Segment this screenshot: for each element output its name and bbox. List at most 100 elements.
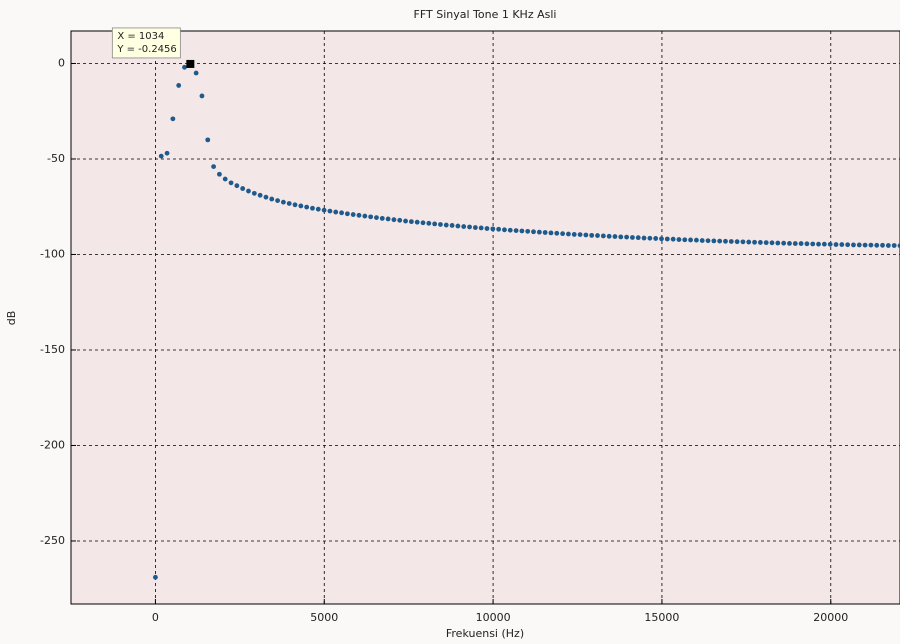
data-point (321, 207, 327, 213)
data-point (182, 64, 187, 70)
data-point (711, 238, 717, 244)
data-point (752, 239, 757, 245)
data-point (397, 217, 403, 223)
data-point (217, 171, 222, 177)
data-point (763, 240, 769, 246)
data-point (286, 201, 292, 206)
data-point (600, 233, 606, 239)
data-point (653, 236, 659, 241)
datatip-text: X = 1034 (117, 31, 164, 42)
x-tick-label: 20000 (813, 611, 848, 624)
data-point (705, 238, 711, 244)
data-point (408, 219, 414, 225)
x-axis-label: Frekuensi (Hz) (446, 627, 524, 640)
data-point (211, 164, 217, 170)
data-point (577, 232, 583, 238)
data-point (414, 219, 420, 225)
data-point (379, 215, 385, 221)
data-point (461, 224, 467, 229)
data-point (827, 241, 833, 247)
data-point (298, 203, 304, 209)
data-point (368, 214, 374, 220)
data-point (257, 192, 263, 198)
x-tick-label: 5000 (310, 611, 338, 624)
data-point (862, 242, 868, 248)
data-point (798, 241, 804, 246)
data-point (170, 116, 176, 122)
data-point (333, 209, 339, 215)
datatip-box (111, 27, 181, 59)
data-point (228, 180, 234, 186)
data-point (612, 234, 618, 239)
data-point (833, 242, 839, 247)
data-point (630, 235, 635, 240)
data-point (432, 221, 438, 227)
plot-area (71, 31, 900, 604)
data-point (659, 236, 664, 242)
data-point (519, 228, 525, 234)
data-point (740, 239, 746, 245)
data-point (810, 241, 816, 247)
data-point (292, 202, 298, 208)
data-point (571, 232, 577, 237)
data-point (199, 93, 205, 99)
data-point (816, 241, 821, 247)
datatip-text: Y = -0.2456 (116, 44, 176, 55)
data-point (839, 242, 845, 247)
data-point (350, 212, 356, 217)
data-point (845, 242, 851, 248)
data-point (566, 231, 571, 237)
data-point (606, 233, 612, 239)
data-point (507, 227, 513, 233)
data-point (426, 220, 432, 226)
data-point (641, 235, 647, 241)
data-point (449, 223, 455, 228)
data-point (897, 243, 900, 249)
data-point (310, 205, 315, 211)
data-point (490, 226, 496, 232)
data-point (391, 217, 397, 223)
data-point (240, 186, 246, 191)
data-point (280, 199, 286, 205)
data-point (583, 232, 589, 238)
x-tick-label: 15000 (644, 611, 679, 624)
data-point (344, 211, 350, 217)
data-point (455, 223, 461, 229)
data-point (502, 227, 507, 233)
data-point (589, 232, 595, 238)
data-point (251, 190, 257, 196)
data-point (176, 83, 182, 88)
data-point (263, 194, 269, 200)
data-point (775, 240, 781, 246)
x-tick-label: 10000 (476, 611, 511, 624)
y-tick-label: -250 (40, 534, 65, 547)
data-point (193, 70, 199, 76)
plot-frame (70, 30, 900, 605)
data-point (327, 208, 333, 214)
data-point (438, 222, 443, 227)
y-tick-label: -50 (47, 152, 65, 165)
data-point (851, 242, 856, 248)
data-point (275, 198, 280, 204)
data-point (542, 230, 548, 235)
data-point (385, 216, 391, 222)
data-point (717, 238, 723, 244)
data-point (304, 204, 310, 210)
data-point (222, 176, 228, 182)
data-point (688, 237, 693, 243)
data-point (339, 210, 344, 216)
data-point (792, 241, 798, 246)
data-point (880, 242, 885, 248)
data-point (856, 242, 862, 248)
data-point (205, 137, 211, 143)
data-point (647, 235, 653, 241)
data-point (525, 228, 531, 234)
data-point (513, 228, 519, 233)
data-point (153, 574, 158, 580)
data-point (496, 226, 502, 232)
y-tick-label: 0 (58, 56, 65, 69)
data-point (804, 241, 810, 247)
data-point (769, 240, 775, 246)
data-point (531, 229, 536, 235)
